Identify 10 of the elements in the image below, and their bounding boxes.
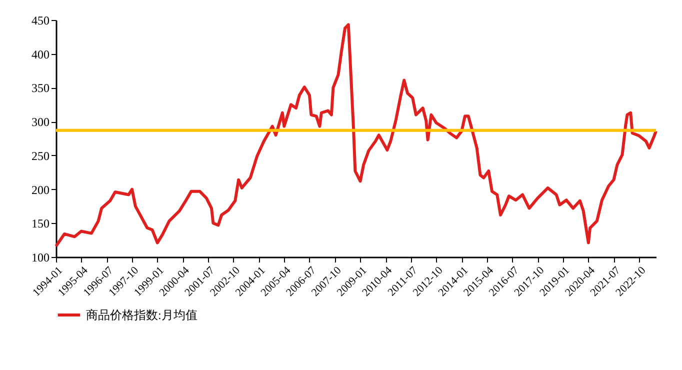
line-series	[54, 23, 658, 248]
y-tick-label: 200	[32, 182, 50, 197]
legend-label: 商品价格指数:月均值	[86, 308, 198, 322]
y-tick-label: 250	[32, 148, 50, 163]
y-tick-label: 300	[32, 115, 50, 130]
y-tick-label: 450	[32, 14, 50, 28]
y-tick-label: 100	[32, 250, 50, 264]
y-tick-label: 400	[32, 47, 50, 62]
y-tick-label: 350	[32, 81, 50, 96]
y-tick-label: 150	[32, 216, 50, 231]
